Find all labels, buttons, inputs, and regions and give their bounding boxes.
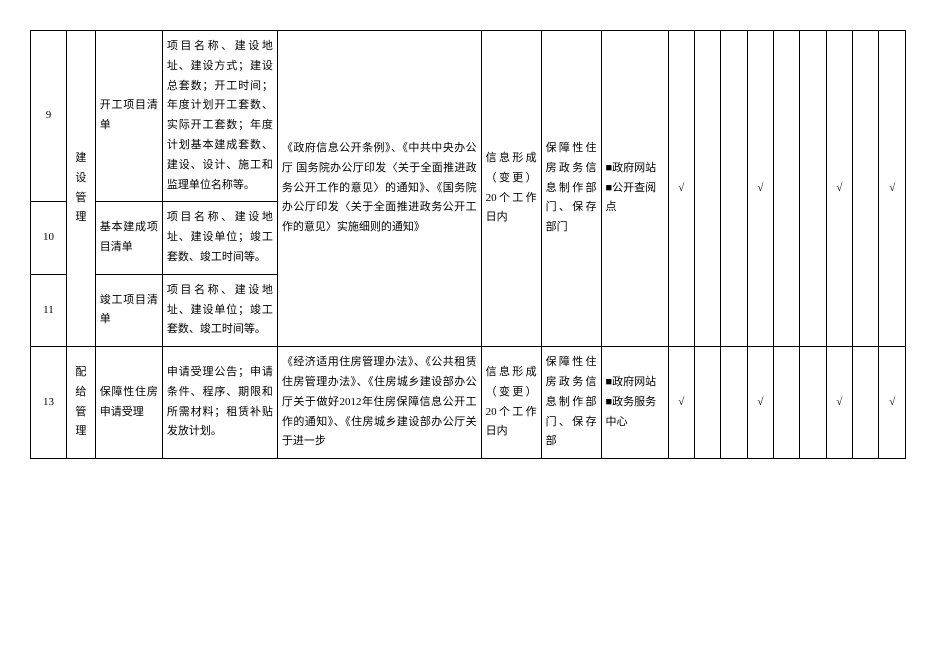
time-cell: 信息形成（变更）20个工作日内 bbox=[481, 347, 541, 459]
check-cell bbox=[721, 31, 747, 347]
check-cell: √ bbox=[879, 31, 906, 347]
channel-cell: ■政府网站 ■公开查阅点 bbox=[601, 31, 668, 347]
channel-cell: ■政府网站 ■政务服务中心 bbox=[601, 347, 668, 459]
content-cell: 项目名称、建设地址、建设单位；竣工套数、竣工时间等。 bbox=[162, 274, 277, 346]
sub-item: 保障性住房申请受理 bbox=[95, 347, 162, 459]
check-cell bbox=[721, 347, 747, 459]
check-cell: √ bbox=[747, 347, 773, 459]
subject-cell: 保障性住房政务信息制作部门、保存部 bbox=[541, 347, 601, 459]
check-cell: √ bbox=[826, 347, 852, 459]
check-cell bbox=[853, 31, 879, 347]
check-cell: √ bbox=[668, 31, 694, 347]
row-number: 11 bbox=[31, 274, 67, 346]
sub-item: 开工项目清单 bbox=[95, 31, 162, 202]
basis-cell: 《政府信息公开条例》、《中共中央办公厅 国务院办公厅印发〈关于全面推进政务公开工… bbox=[277, 31, 481, 347]
row-number: 10 bbox=[31, 202, 67, 274]
content-cell: 项目名称、建设地址、建设单位；竣工套数、竣工时间等。 bbox=[162, 202, 277, 274]
check-cell bbox=[774, 31, 800, 347]
check-cell bbox=[800, 347, 826, 459]
check-cell bbox=[774, 347, 800, 459]
disclosure-table: 9 建设管理 开工项目清单 项目名称、建设地址、建设方式；建设总套数；开工时间；… bbox=[30, 30, 906, 459]
check-cell bbox=[694, 347, 720, 459]
subject-cell: 保障性住房政务信息制作部门、保存部门 bbox=[541, 31, 601, 347]
table-row: 9 建设管理 开工项目清单 项目名称、建设地址、建设方式；建设总套数；开工时间；… bbox=[31, 31, 906, 202]
check-cell: √ bbox=[826, 31, 852, 347]
basis-cell: 《经济适用住房管理办法》、《公共租赁住房管理办法》、《住房城乡建设部办公厅关于做… bbox=[277, 347, 481, 459]
row-number: 9 bbox=[31, 31, 67, 202]
check-cell bbox=[694, 31, 720, 347]
check-cell bbox=[853, 347, 879, 459]
row-number: 13 bbox=[31, 347, 67, 459]
sub-item: 基本建成项目清单 bbox=[95, 202, 162, 274]
check-cell bbox=[800, 31, 826, 347]
check-cell: √ bbox=[879, 347, 906, 459]
time-cell: 信息形成（变更）20个工作日内 bbox=[481, 31, 541, 347]
category-cell: 建设管理 bbox=[66, 31, 95, 347]
check-cell: √ bbox=[747, 31, 773, 347]
content-cell: 申请受理公告；申请条件、程序、期限和所需材料；租赁补贴发放计划。 bbox=[162, 347, 277, 459]
sub-item: 竣工项目清单 bbox=[95, 274, 162, 346]
category-cell: 配给管理 bbox=[66, 347, 95, 459]
content-cell: 项目名称、建设地址、建设方式；建设总套数；开工时间；年度计划开工套数、实际开工套… bbox=[162, 31, 277, 202]
table-row: 13 配给管理 保障性住房申请受理 申请受理公告；申请条件、程序、期限和所需材料… bbox=[31, 347, 906, 459]
check-cell: √ bbox=[668, 347, 694, 459]
